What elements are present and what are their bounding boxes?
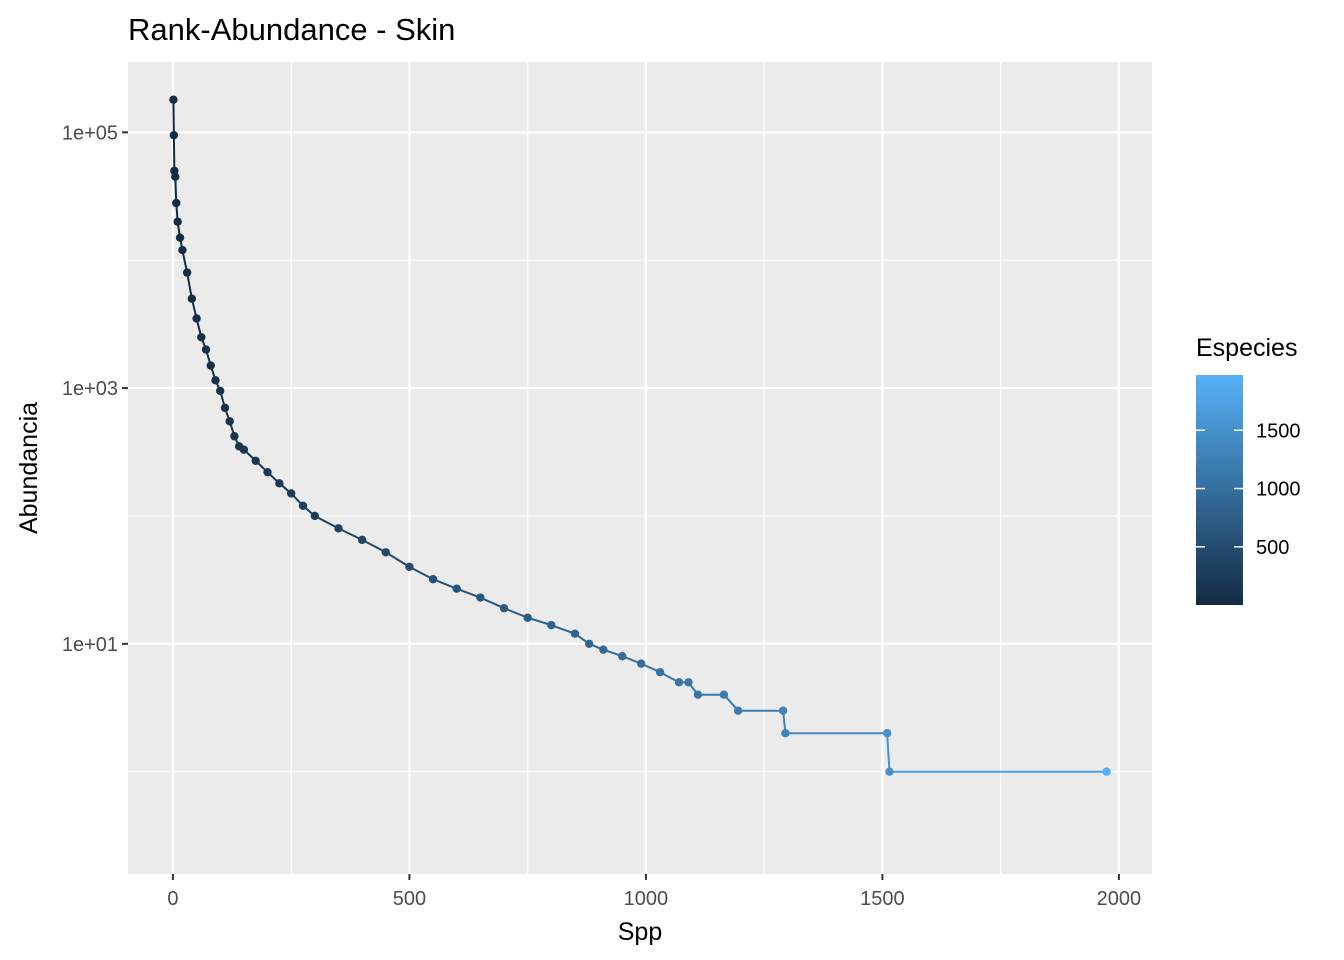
data-point bbox=[201, 345, 211, 354]
series-segment bbox=[886, 733, 891, 772]
data-point bbox=[655, 667, 665, 677]
data-point bbox=[263, 467, 272, 477]
legend-tick-label: 1500 bbox=[1256, 420, 1301, 442]
legend-colorbar bbox=[1196, 375, 1243, 605]
series-segment bbox=[408, 565, 434, 581]
data-point bbox=[298, 501, 308, 511]
data-point bbox=[175, 233, 185, 242]
data-point bbox=[206, 361, 215, 370]
data-point bbox=[719, 690, 729, 699]
data-point bbox=[636, 659, 646, 668]
data-point bbox=[211, 376, 220, 385]
series-segment bbox=[503, 607, 529, 619]
legend: Especies 500 1000 1500 bbox=[1196, 334, 1301, 605]
data-point bbox=[169, 95, 178, 104]
x-tick-label: 1500 bbox=[860, 888, 905, 910]
data-point bbox=[778, 706, 788, 715]
data-point bbox=[882, 729, 892, 738]
data-point bbox=[172, 198, 181, 208]
legend-tick-label: 1000 bbox=[1256, 479, 1301, 501]
x-tick-label: 500 bbox=[393, 888, 426, 910]
data-point bbox=[182, 268, 192, 277]
chart-title: Rank-Abundance - Skin bbox=[128, 12, 455, 47]
series-segment bbox=[186, 272, 193, 299]
data-point bbox=[225, 417, 234, 426]
x-tick-label: 2000 bbox=[1097, 888, 1142, 910]
data-point bbox=[781, 729, 790, 738]
data-point bbox=[220, 403, 230, 413]
data-point bbox=[334, 524, 343, 533]
legend-tick-label: 500 bbox=[1256, 537, 1289, 559]
y-axis-label: Abundancia bbox=[15, 402, 43, 534]
legend-ticks: 500 1000 1500 bbox=[1196, 420, 1301, 559]
x-tick-label: 1000 bbox=[624, 888, 669, 910]
series-segment bbox=[479, 596, 505, 610]
series-segment bbox=[361, 538, 387, 554]
data-point bbox=[476, 593, 485, 602]
data-point bbox=[197, 332, 206, 342]
data-point bbox=[239, 445, 249, 454]
data-point bbox=[523, 613, 532, 622]
data-point bbox=[216, 386, 225, 396]
data-point bbox=[452, 584, 461, 593]
series-segment bbox=[338, 527, 363, 541]
data-point bbox=[192, 314, 201, 323]
data-point bbox=[310, 511, 320, 521]
data-point bbox=[733, 706, 743, 715]
data-point bbox=[357, 535, 367, 545]
data-point bbox=[499, 603, 509, 613]
data-point bbox=[547, 620, 556, 630]
series-segment bbox=[432, 578, 458, 590]
legend-title: Especies bbox=[1196, 334, 1297, 362]
grid-minor bbox=[128, 62, 1152, 874]
data-point bbox=[286, 489, 296, 498]
data-point bbox=[885, 767, 894, 776]
data-point bbox=[1102, 767, 1111, 776]
y-tick-label: 1e+03 bbox=[62, 378, 118, 400]
data-point bbox=[674, 678, 684, 687]
y-axis: 1e+01 1e+03 1e+05 bbox=[62, 122, 128, 656]
data-point bbox=[405, 562, 414, 572]
y-tick-label: 1e+05 bbox=[62, 122, 118, 144]
x-axis-label: Spp bbox=[618, 918, 662, 946]
data-point bbox=[251, 456, 260, 465]
data-point bbox=[169, 130, 179, 140]
series-segment bbox=[174, 176, 178, 204]
data-point bbox=[618, 652, 627, 661]
x-tick-label: 0 bbox=[167, 888, 178, 910]
data-point bbox=[584, 639, 594, 649]
data-point bbox=[171, 172, 180, 181]
data-point bbox=[570, 629, 580, 638]
data-point bbox=[230, 432, 239, 441]
data-point bbox=[693, 690, 703, 699]
data-point bbox=[381, 548, 390, 557]
grid-major bbox=[128, 62, 1152, 874]
data-point bbox=[428, 575, 438, 584]
series-segment bbox=[456, 587, 481, 599]
data-point bbox=[178, 245, 187, 255]
data-point bbox=[684, 678, 693, 687]
series-segment bbox=[385, 551, 410, 568]
data-point bbox=[173, 217, 182, 226]
plot-panel bbox=[128, 62, 1152, 874]
data-point bbox=[275, 479, 284, 488]
data-series bbox=[169, 95, 1111, 776]
data-point bbox=[599, 645, 608, 654]
x-axis: 0 500 1000 1500 2000 bbox=[167, 874, 1141, 910]
data-point bbox=[187, 294, 197, 303]
y-tick-label: 1e+01 bbox=[62, 634, 118, 656]
series-segment bbox=[314, 515, 339, 530]
